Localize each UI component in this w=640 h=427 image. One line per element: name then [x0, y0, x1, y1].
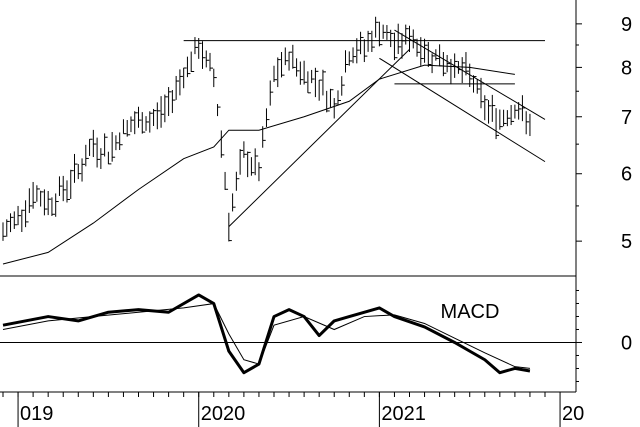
moving-average-line [2, 64, 515, 265]
price-y-tick-label: 7 [621, 107, 632, 129]
x-tick-label: 20 [562, 403, 584, 425]
macd-panel [0, 293, 576, 375]
price-y-tick-label: 6 [621, 164, 632, 186]
price-y-tick-label: 8 [621, 57, 632, 79]
macd-y-tick-label: 0 [621, 332, 632, 354]
x-tick-label: 2020 [201, 403, 246, 425]
macd-line [2, 293, 531, 375]
trendline [228, 49, 410, 227]
x-tick-label: 019 [20, 403, 53, 425]
macd-signal-line [2, 303, 531, 369]
trendline [379, 57, 546, 163]
price-panel [2, 16, 546, 265]
price-y-tick-label: 5 [621, 231, 632, 253]
price-y-tick-label: 9 [621, 14, 632, 36]
indicator-title: MACD [441, 301, 500, 323]
x-tick-label: 2021 [381, 403, 426, 425]
